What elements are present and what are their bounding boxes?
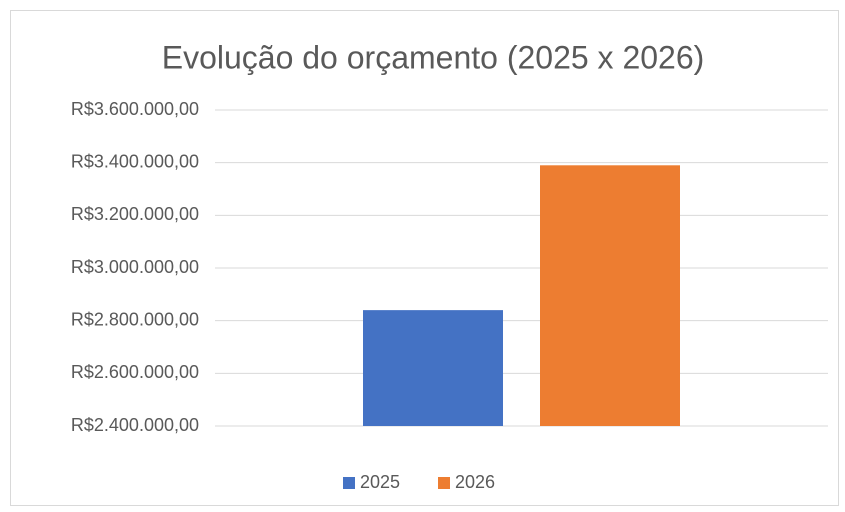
y-tick-label: R$3.600.000,00 bbox=[71, 99, 199, 119]
legend-label: 2026 bbox=[455, 472, 495, 492]
y-tick-label: R$3.200.000,00 bbox=[71, 204, 199, 224]
legend-swatch bbox=[343, 477, 355, 489]
chart-title: Evolução do orçamento (2025 x 2026) bbox=[162, 39, 705, 75]
y-tick-label: R$3.000.000,00 bbox=[71, 257, 199, 277]
legend-swatch bbox=[438, 477, 450, 489]
y-tick-label: R$2.800.000,00 bbox=[71, 309, 199, 329]
y-tick-label: R$2.600.000,00 bbox=[71, 362, 199, 382]
y-tick-label: R$2.400.000,00 bbox=[71, 415, 199, 435]
legend-label: 2025 bbox=[360, 472, 400, 492]
bar bbox=[363, 310, 503, 426]
bar bbox=[540, 165, 680, 427]
y-tick-label: R$3.400.000,00 bbox=[71, 151, 199, 171]
